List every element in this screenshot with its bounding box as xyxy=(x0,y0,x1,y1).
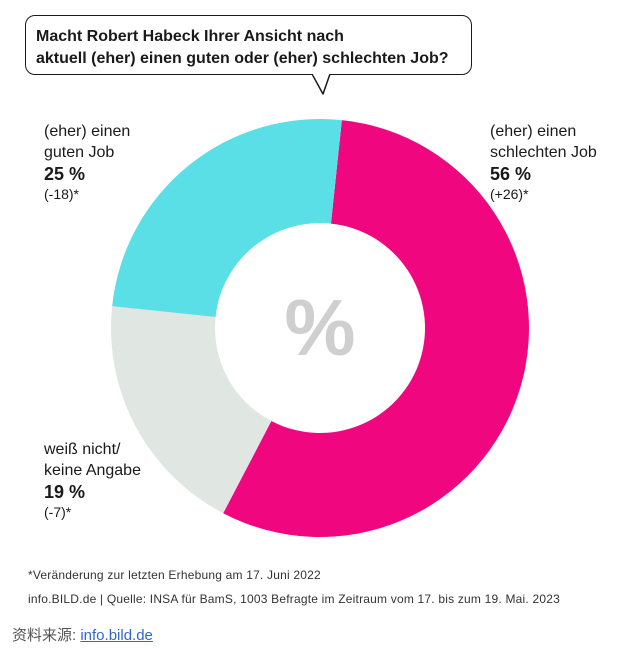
donut-slice-2 xyxy=(111,306,272,514)
label-good-line-2: guten Job xyxy=(44,144,115,161)
donut-slice-1 xyxy=(223,120,530,537)
watermark-link[interactable]: info.bild.de xyxy=(80,627,153,644)
label-bad-line-1: (eher) einen xyxy=(490,123,577,140)
label-good-line-1: (eher) einen xyxy=(44,123,131,140)
label-unknown-value: 19 % xyxy=(44,482,86,502)
label-unknown-change: (-7)* xyxy=(44,504,72,520)
question-line-1: Macht Robert Habeck Ihrer Ansicht nach xyxy=(36,28,344,45)
label-bad-line-2: schlechten Job xyxy=(490,144,597,161)
label-unknown-line-1: weiß nicht/ xyxy=(44,441,121,458)
label-no-answer: weiß nicht/ keine Angabe 19 % (-7)* xyxy=(44,439,141,521)
donut-slices xyxy=(111,118,530,537)
question-bubble: Macht Robert Habeck Ihrer Ansicht nach a… xyxy=(25,15,472,75)
bubble-tail xyxy=(312,74,331,95)
label-unknown-line-2: keine Angabe xyxy=(44,462,141,479)
question-line-2: aktuell (eher) einen guten oder (eher) s… xyxy=(36,50,449,67)
donut-slice-3 xyxy=(112,118,342,318)
watermark: 资料来源: info.bild.de xyxy=(12,624,153,645)
label-bad-change: (+26)* xyxy=(490,186,529,202)
footnote: *Veränderung zur letzten Erhebung am 17.… xyxy=(28,568,321,582)
label-good-value: 25 % xyxy=(44,164,86,184)
center-percent-symbol: % xyxy=(284,283,355,372)
label-good-change: (-18)* xyxy=(44,186,80,202)
label-good-job: (eher) einen guten Job 25 % (-18)* xyxy=(44,121,130,203)
label-bad-value: 56 % xyxy=(490,164,532,184)
label-bad-job: (eher) einen schlechten Job 56 % (+26)* xyxy=(490,121,597,203)
source-line: info.BILD.de | Quelle: INSA für BamS, 10… xyxy=(28,592,560,606)
watermark-prefix: 资料来源: xyxy=(12,627,77,644)
